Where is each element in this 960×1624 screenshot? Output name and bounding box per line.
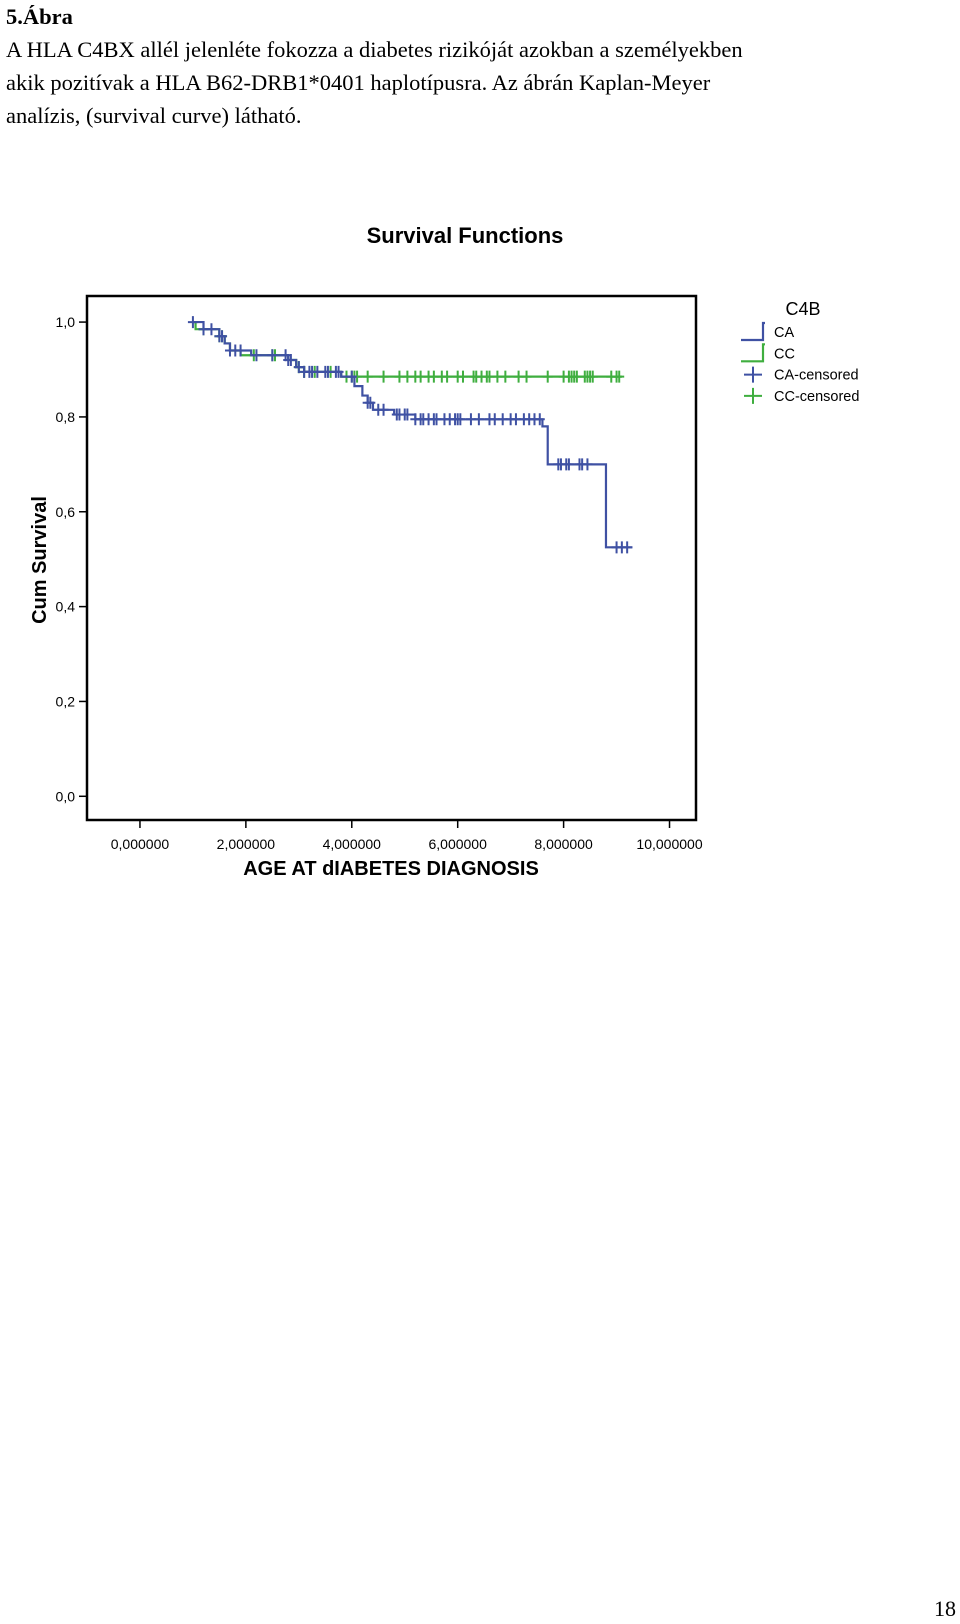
- series-cc: [192, 320, 625, 383]
- censor-mark-ca: [378, 403, 389, 416]
- censor-mark-ca: [534, 413, 545, 426]
- censor-mark-ca: [251, 349, 262, 362]
- censor-mark-ca: [582, 458, 593, 471]
- x-tick-label: 6,000000: [428, 836, 487, 852]
- y-tick-label: 0,4: [56, 599, 76, 615]
- y-tick-label: 0,8: [56, 409, 76, 425]
- y-tick-label: 0,0: [56, 788, 76, 804]
- figure-caption: 5.Ábra A HLA C4BX allél jelenléte fokozz…: [6, 0, 946, 132]
- censor-mark-cc: [378, 370, 389, 383]
- censor-mark-ca: [622, 541, 633, 554]
- censor-mark-ca: [402, 408, 413, 421]
- y-axis-ticks: 0,0 0,2 0,4 0,6 0,8 1,0: [56, 314, 87, 804]
- censor-mark-cc: [542, 370, 553, 383]
- y-tick-label: 0,2: [56, 693, 76, 709]
- y-tick-label: 0,6: [56, 504, 76, 520]
- x-tick-label: 8,000000: [534, 836, 593, 852]
- x-tick-label: 0,000000: [111, 836, 170, 852]
- page-number: 18: [934, 1596, 956, 1621]
- chart-title: Survival Functions: [367, 223, 564, 248]
- censor-mark-ca: [563, 458, 574, 471]
- censor-mark-ca: [333, 365, 344, 378]
- legend-title: C4B: [785, 299, 820, 319]
- legend-swatch-step: [741, 321, 765, 342]
- legend: C4B CA CC CA-censored CC-censored: [741, 299, 859, 405]
- censor-mark-ca: [217, 330, 228, 343]
- y-tick-label: 1,0: [56, 314, 76, 330]
- censor-mark-cc: [521, 370, 532, 383]
- x-tick-label: 10,000000: [636, 836, 702, 852]
- censor-mark-ca: [473, 413, 484, 426]
- legend-swatch-step: [741, 343, 765, 363]
- x-axis-label: AGE AT dIABETES DIAGNOSIS: [243, 858, 539, 880]
- caption-line-2: akik pozitívak a HLA B62-DRB1*0401 haplo…: [6, 70, 711, 95]
- y-axis-label: Cum Survival: [29, 496, 51, 624]
- censor-mark-cc: [614, 370, 625, 383]
- censor-mark-ca: [346, 370, 357, 383]
- caption-line-1: A HLA C4BX allél jelenléte fokozza a dia…: [6, 37, 743, 62]
- legend-swatch-cross: [744, 387, 762, 404]
- censor-mark-ca: [187, 316, 198, 329]
- chart-svg: Survival Functions Cum Survival AGE AT d…: [29, 223, 859, 880]
- x-axis-ticks: 0,000000 2,000000 4,000000 6,000000 8,000000…: [111, 820, 703, 852]
- censor-mark-cc: [500, 370, 511, 383]
- censor-mark-cc: [457, 370, 468, 383]
- caption-line-3: analízis, (survival curve) látható.: [6, 103, 302, 128]
- censor-mark-ca: [455, 413, 466, 426]
- censor-mark-cc: [587, 370, 598, 383]
- censor-mark-ca: [365, 396, 376, 409]
- survival-chart: Survival Functions Cum Survival AGE AT d…: [0, 215, 960, 915]
- legend-label: CA: [774, 325, 794, 341]
- censor-mark-ca: [267, 349, 278, 362]
- legend-label: CA-censored: [774, 368, 859, 384]
- legend-swatch-cross: [744, 366, 762, 383]
- censor-mark-cc: [442, 370, 453, 383]
- censor-mark-ca: [235, 344, 246, 357]
- censor-mark-ca: [293, 361, 304, 374]
- series-layer: [187, 316, 633, 554]
- legend-label: CC-censored: [774, 389, 859, 405]
- censor-mark-ca: [206, 323, 217, 336]
- censor-mark-cc: [362, 370, 373, 383]
- censor-mark-ca: [285, 354, 296, 367]
- x-tick-label: 2,000000: [217, 836, 276, 852]
- series-ca: [187, 316, 633, 554]
- x-tick-label: 4,000000: [323, 836, 382, 852]
- plot-area-frame: [85, 294, 698, 822]
- figure-label: 5.Ábra: [6, 4, 73, 29]
- legend-label: CC: [774, 346, 795, 362]
